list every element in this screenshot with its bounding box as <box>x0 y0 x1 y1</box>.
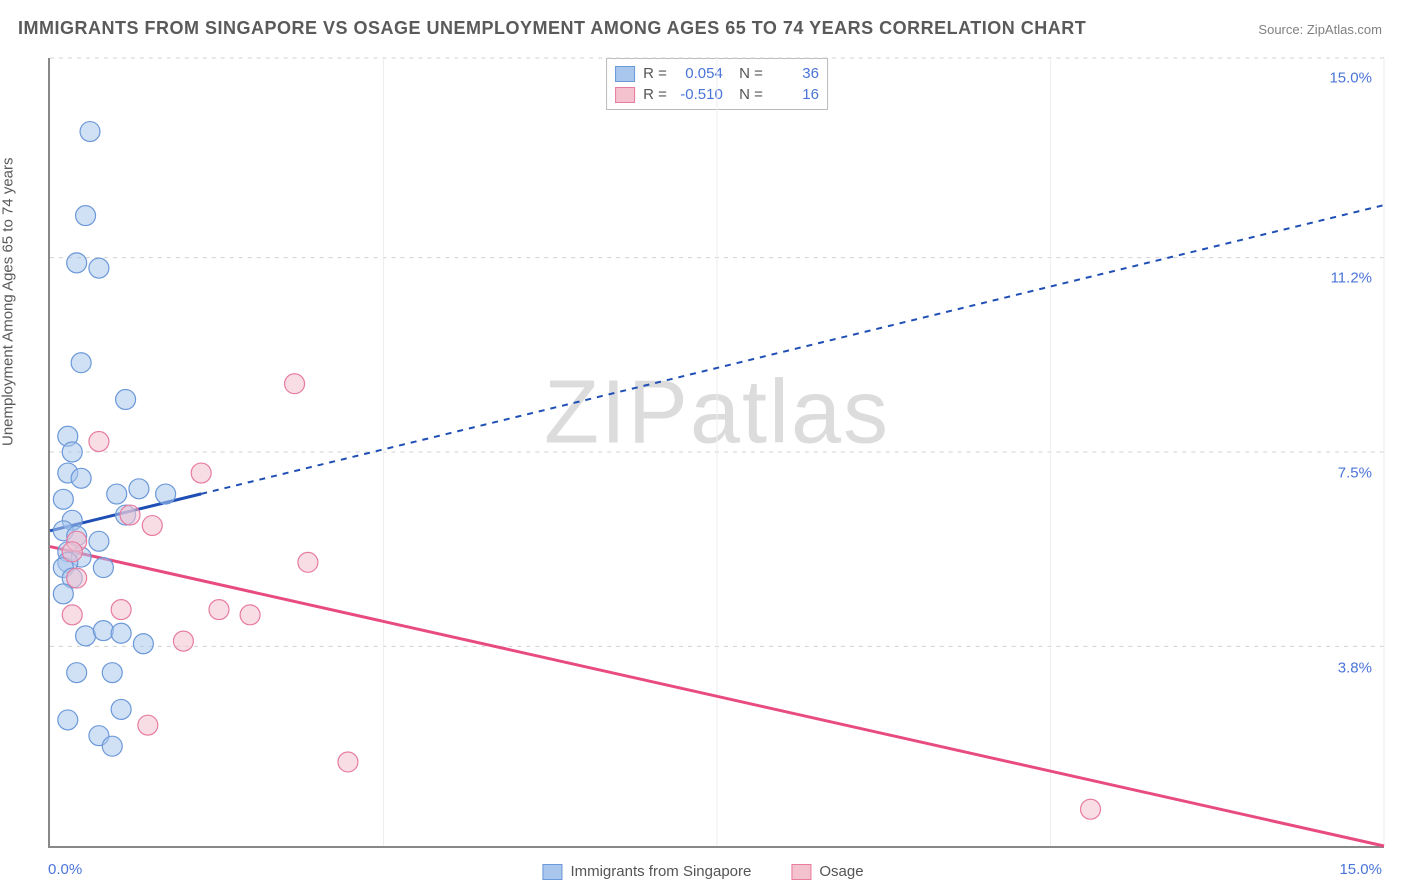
data-point <box>62 442 82 462</box>
data-point <box>93 621 113 641</box>
data-point <box>67 568 87 588</box>
data-point <box>67 253 87 273</box>
data-point <box>67 663 87 683</box>
ytick-label: 7.5% <box>1338 465 1372 482</box>
data-point <box>76 626 96 646</box>
data-point <box>298 552 318 572</box>
data-point <box>1081 799 1101 819</box>
data-point <box>129 479 149 499</box>
data-point <box>89 531 109 551</box>
yaxis-title: Unemployment Among Ages 65 to 74 years <box>0 157 17 446</box>
data-point <box>240 605 260 625</box>
ytick-label: 15.0% <box>1329 70 1372 87</box>
source-link[interactable]: ZipAtlas.com <box>1307 22 1382 37</box>
data-point <box>89 258 109 278</box>
source-label: Source: <box>1258 22 1303 37</box>
swatch-icon <box>791 864 811 880</box>
chart-svg <box>50 58 1384 846</box>
data-point <box>173 631 193 651</box>
plot-area: ZIPatlas R = 0.054 N = 36 R = -0.510 N =… <box>48 58 1384 848</box>
legend-item: Immigrants from Singapore <box>542 863 751 880</box>
data-point <box>209 600 229 620</box>
data-point <box>80 122 100 142</box>
data-point <box>116 389 136 409</box>
data-point <box>111 623 131 643</box>
data-point <box>93 558 113 578</box>
data-point <box>53 584 73 604</box>
data-point <box>102 736 122 756</box>
data-point <box>71 468 91 488</box>
data-point <box>191 463 211 483</box>
data-point <box>71 353 91 373</box>
data-point <box>338 752 358 772</box>
data-point <box>156 484 176 504</box>
ytick-label: 11.2% <box>1331 270 1372 287</box>
data-point <box>58 710 78 730</box>
data-point <box>142 516 162 536</box>
data-point <box>107 484 127 504</box>
data-point <box>62 605 82 625</box>
data-point <box>111 600 131 620</box>
data-point <box>89 432 109 452</box>
source-attribution: Source: ZipAtlas.com <box>1258 22 1382 37</box>
legend-item: Osage <box>791 863 863 880</box>
chart-title: IMMIGRANTS FROM SINGAPORE VS OSAGE UNEMP… <box>18 18 1086 39</box>
data-point <box>120 505 140 525</box>
ytick-label: 3.8% <box>1338 659 1372 676</box>
data-point <box>138 715 158 735</box>
data-point <box>53 489 73 509</box>
swatch-icon <box>542 864 562 880</box>
bottom-legend: Immigrants from Singapore Osage <box>542 863 863 880</box>
xtick-min: 0.0% <box>48 861 82 878</box>
legend-label: Immigrants from Singapore <box>570 863 751 880</box>
data-point <box>285 374 305 394</box>
data-point <box>133 634 153 654</box>
data-point <box>62 542 82 562</box>
data-point <box>76 206 96 226</box>
data-point <box>102 663 122 683</box>
legend-label: Osage <box>819 863 863 880</box>
data-point <box>111 699 131 719</box>
xtick-max: 15.0% <box>1339 861 1382 878</box>
